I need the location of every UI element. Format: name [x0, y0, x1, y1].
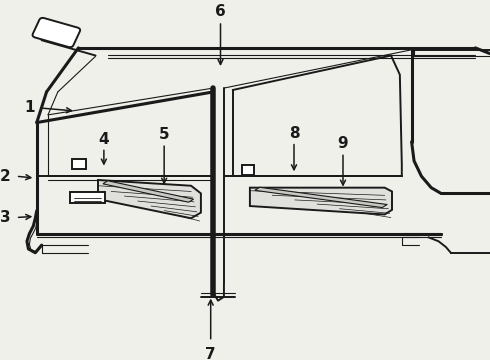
Text: 9: 9: [338, 136, 348, 151]
Text: 3: 3: [0, 210, 11, 225]
Polygon shape: [255, 187, 387, 208]
Text: 5: 5: [159, 127, 170, 143]
Bar: [242, 165, 254, 175]
Polygon shape: [103, 181, 194, 202]
Text: 8: 8: [289, 126, 299, 141]
Text: 1: 1: [25, 100, 35, 116]
Bar: [72, 158, 86, 169]
Polygon shape: [98, 180, 201, 218]
Text: 2: 2: [0, 169, 11, 184]
Text: 4: 4: [98, 132, 109, 147]
Polygon shape: [250, 188, 392, 215]
Text: 6: 6: [215, 4, 226, 19]
FancyBboxPatch shape: [32, 18, 80, 47]
Text: 7: 7: [205, 347, 216, 360]
Bar: [70, 192, 105, 203]
